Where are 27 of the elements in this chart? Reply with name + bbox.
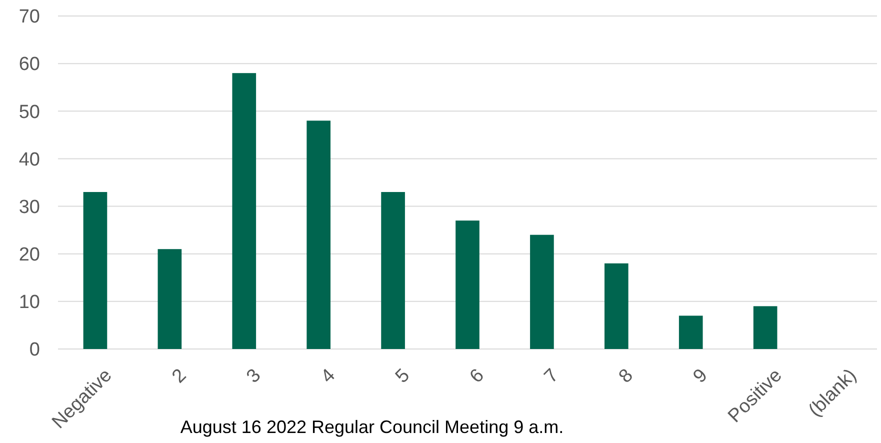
y-tick-label: 0 (29, 340, 40, 361)
y-tick-label: 70 (18, 6, 40, 28)
x-tick-label: 5 (392, 365, 414, 388)
y-tick-label: 40 (18, 149, 40, 170)
x-tick-label: 7 (540, 365, 563, 388)
bar (753, 306, 778, 349)
bar (83, 192, 108, 349)
y-tick-label: 50 (18, 102, 40, 123)
x-tick-label: 2 (168, 365, 191, 388)
x-tick-label: 8 (615, 365, 638, 388)
bar (381, 192, 405, 349)
x-tick-label: 6 (466, 365, 488, 388)
y-tick-label: 20 (18, 244, 40, 266)
bar (678, 316, 703, 349)
x-axis-title: August 16 2022 Regular Council Meeting 9 a.m. (180, 417, 564, 437)
y-tick-label: 60 (18, 54, 40, 76)
y-tick-label: 10 (18, 292, 40, 314)
bar (530, 234, 554, 349)
y-tick-label: 30 (18, 196, 40, 218)
bar (456, 220, 480, 349)
x-tick-label: 9 (689, 365, 712, 388)
x-tick-label: 3 (242, 365, 266, 388)
bar (604, 263, 628, 349)
bar (232, 73, 256, 349)
bar (158, 249, 182, 349)
x-tick-label: 4 (317, 364, 340, 388)
bar (306, 120, 331, 349)
